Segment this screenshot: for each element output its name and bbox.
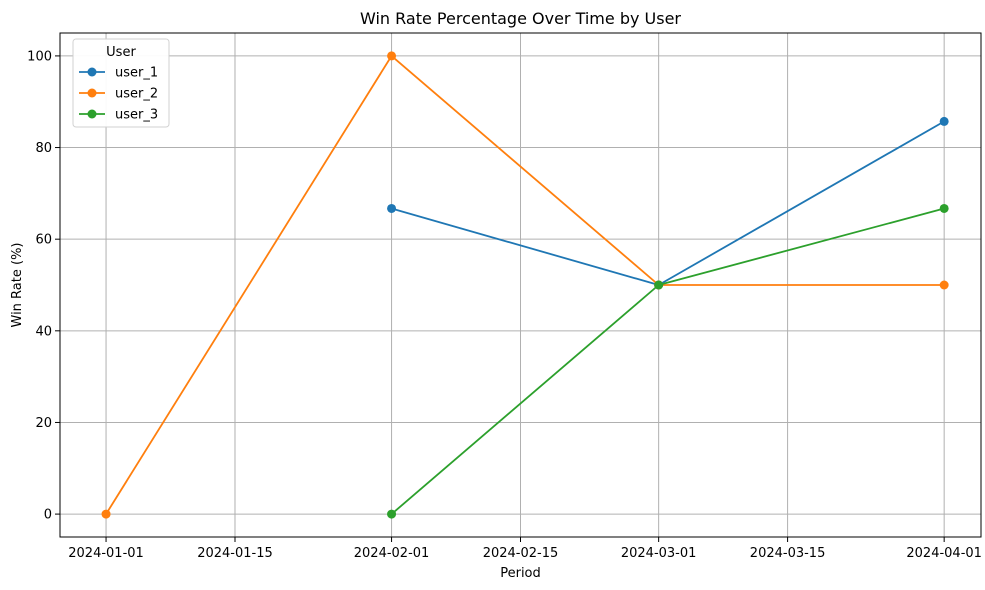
series-line-user_2 [104,55,946,516]
data-point-user_1 [939,116,949,126]
data-point-user_1 [387,203,397,213]
x-tick-label: 2024-04-01 [906,546,982,561]
y-axis-ticks: 0 20 40 60 80 100 [27,49,60,523]
legend-label-user_2: user_2 [115,87,158,102]
y-tick-label: 100 [27,49,52,64]
data-point-user_2 [939,280,949,290]
legend-item-user_1: user_1 [79,66,158,81]
y-axis-label: Win Rate (%) [10,243,25,328]
legend-marker-user_2 [87,88,97,98]
x-axis-ticks: 2024-01-01 2024-01-15 2024-02-01 2024-02-15… [68,537,982,561]
data-point-user_2 [387,51,397,61]
series-layer [101,51,949,519]
data-point-user_2 [101,509,111,519]
y-tick-label: 60 [35,233,52,248]
x-tick-label: 2024-03-01 [621,546,697,561]
legend-box [72,38,170,128]
data-point-user_3 [654,280,664,290]
legend-item-user_2: user_2 [79,87,158,102]
legend-item-user_3: user_3 [79,108,158,123]
legend-title: User [106,45,136,60]
legend-marker-user_3 [87,109,97,119]
data-point-user_3 [939,203,949,213]
x-tick-label: 2024-03-15 [750,546,826,561]
legend-marker-user_1 [87,67,97,77]
legend-items: user_1 user_2 user_3 [79,66,158,123]
legend: User user_1 user_2 user_3 [72,38,170,128]
chart-title: Win Rate Percentage Over Time by User [360,9,681,28]
y-tick-label: 80 [35,141,52,156]
y-tick-label: 20 [35,416,52,431]
y-tick-label: 40 [35,324,52,339]
y-tick-label: 0 [44,508,52,523]
x-tick-label: 2024-01-15 [197,546,273,561]
series-user_3 [387,203,949,519]
x-tick-label: 2024-02-01 [354,546,430,561]
x-axis-label: Period [500,566,541,581]
x-tick-label: 2024-02-15 [483,546,559,561]
legend-label-user_1: user_1 [115,66,158,81]
x-tick-label: 2024-01-01 [68,546,144,561]
legend-label-user_3: user_3 [115,108,158,123]
data-point-user_3 [387,509,397,519]
